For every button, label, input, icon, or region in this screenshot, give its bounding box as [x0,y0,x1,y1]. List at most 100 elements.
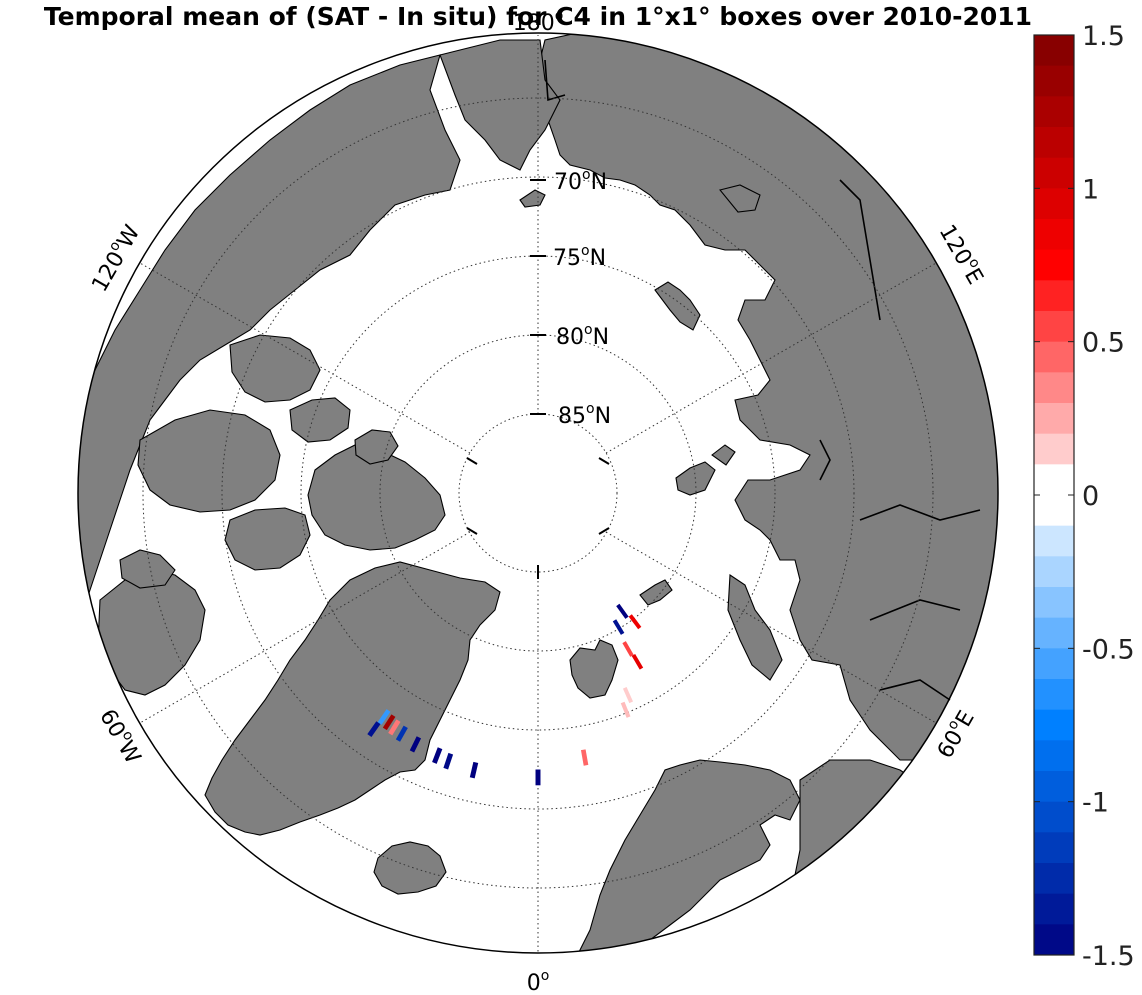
data-box [395,725,408,742]
data-box [628,614,642,630]
colorbar-tick-label: 0 [1082,481,1099,512]
colorbar-tick-label: -0.5 [1082,634,1135,665]
colorbar-step [1034,709,1074,741]
data-box [382,714,396,731]
land-devon-island [224,507,311,571]
colorbar-step [1034,801,1074,833]
data-box [388,719,401,736]
data-box [535,769,541,786]
coast-line-6 [879,679,951,701]
land-kola [779,759,998,953]
colorbar-ticks: 1.5 1 0.5 0 -0.5 -1 -1.5 [1034,21,1135,972]
data-box [580,749,589,766]
data-box [409,736,422,753]
land-parry-islands [289,397,351,443]
data-box [612,619,625,635]
colorbar-step [1034,96,1074,128]
lat-circle-85 [458,413,618,573]
coast-line-3 [819,439,831,481]
lat-circle-65 [142,97,934,889]
land-novaya-zemlya [675,444,736,496]
colorbar-step [1034,249,1074,281]
colorbar-step [1034,740,1074,772]
colorbar-step [1034,863,1074,895]
lat-label-85: 85oN [558,401,611,429]
colorbar-step [1034,35,1074,67]
colorbar-step [1034,311,1074,343]
data-box [443,752,454,770]
colorbar-step [1034,341,1074,373]
lon-label-0: 0o [527,968,550,995]
meridian-60w [139,531,471,724]
lon-label-180: 180o [513,8,564,36]
lat-label-80: 80oN [556,322,609,350]
land-hudson-shore [119,549,176,589]
colorbar-step [1034,65,1074,97]
coastline-accents [544,59,981,701]
data-box [377,709,391,725]
data-box [620,701,631,718]
colorbar-step [1034,771,1074,803]
colorbar-tick-label: 1 [1082,174,1099,205]
colorbar-step [1034,587,1074,619]
colorbar-step [1034,617,1074,649]
latitude-labels: 70oN 75oN 80oN 85oN [553,167,611,429]
land-svalbard [569,639,619,699]
colorbar-tick-label: 0.5 [1082,328,1125,359]
coast-line-4 [859,504,981,521]
colorbar-step [1034,280,1074,312]
colorbar: 1.5 1 0.5 0 -0.5 -1 -1.5 [1033,21,1135,972]
data-boxes [367,603,644,786]
land-kara-coast [727,574,783,681]
tick-pole-nw [466,457,478,465]
tick-pole-sw [466,527,478,535]
colorbar-tick-label: -1.5 [1082,941,1135,972]
colorbar-step [1034,832,1074,864]
lat-label-70: 70oN [554,167,607,195]
colorbar-step [1034,433,1074,465]
land-franz-josef [639,579,673,606]
colorbar-step [1034,157,1074,189]
lat-label-75: 75oN [553,243,606,271]
land-iceland [373,841,447,895]
lat-circle-80 [379,334,697,652]
colorbar-tick-label: -1 [1082,788,1109,819]
coast-line-1 [544,59,566,102]
land-north-america [78,54,461,622]
colorbar-step [1034,219,1074,251]
coast-line-5 [869,599,961,621]
data-box [367,721,381,738]
colorbar-steps [1034,35,1074,956]
colorbar-step [1034,464,1074,496]
coast-line-2 [839,179,881,321]
land-axel-heiberg [354,429,399,465]
meridian-120e [605,262,937,454]
land-victoria-island [137,409,281,513]
colorbar-step [1034,403,1074,435]
colorbar-step [1034,188,1074,220]
meridian-120w [139,262,471,454]
figure-title: Temporal mean of (SAT - In situ) for C4 … [44,2,1032,31]
polar-map: 70oN 75oN 80oN 85oN 180o 120oE 60oE 0o 6… [77,8,999,995]
data-box [432,747,443,764]
data-box [616,603,629,619]
tick-pole-ne [598,457,610,465]
colorbar-tick-label: 1.5 [1082,21,1125,52]
land-new-siberian-islands [719,184,761,213]
graticule [139,35,937,953]
data-box [622,687,634,704]
land-alaska [439,39,561,171]
colorbar-step [1034,679,1074,711]
colorbar-step [1034,127,1074,159]
data-box [631,653,644,670]
lat-circle-70 [221,176,855,810]
colorbar-step [1034,495,1074,527]
tick-pole-se [598,527,610,535]
colorbar-step [1034,525,1074,557]
meridian-60e [605,531,937,724]
data-box [622,641,634,657]
colorbar-step [1034,372,1074,404]
data-box [469,761,479,779]
colorbar-step [1034,893,1074,925]
